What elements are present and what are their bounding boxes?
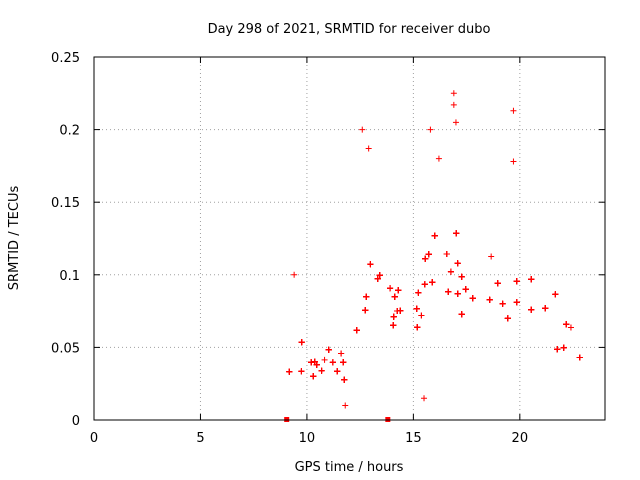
data-point xyxy=(374,275,381,282)
data-point xyxy=(552,291,559,298)
data-point xyxy=(458,273,465,280)
data-point xyxy=(338,350,345,357)
data-point xyxy=(376,272,383,279)
y-tick-labels: 0 0.05 0.1 0.15 0.2 0.25 xyxy=(51,51,80,429)
data-point xyxy=(362,307,369,314)
data-point xyxy=(447,268,454,275)
outlier-point xyxy=(421,395,428,402)
data-point xyxy=(340,359,347,366)
data-point xyxy=(494,280,501,287)
data-point xyxy=(363,293,370,300)
data-point xyxy=(390,313,397,320)
data-point xyxy=(488,253,495,260)
data-point xyxy=(286,368,293,375)
data-point xyxy=(395,287,402,294)
data-point xyxy=(421,281,428,288)
data-point xyxy=(554,346,561,353)
outlier-point xyxy=(450,101,457,108)
data-point xyxy=(341,376,348,383)
data-point xyxy=(367,261,374,268)
data-point xyxy=(425,251,432,258)
chart-title: Day 298 of 2021, SRMTID for receiver dub… xyxy=(208,22,491,37)
outlier-point xyxy=(365,145,372,152)
y-tick-label: 0 xyxy=(72,414,80,429)
data-point xyxy=(504,315,511,322)
y-tick-label: 0.2 xyxy=(59,124,80,139)
data-point xyxy=(486,296,493,303)
data-point xyxy=(321,356,328,363)
grid-lines xyxy=(94,57,605,420)
outlier-point xyxy=(342,402,349,409)
y-tick-label: 0.05 xyxy=(51,341,80,356)
plot-frame xyxy=(93,56,606,421)
x-tick-label: 0 xyxy=(90,431,98,446)
y-tick-label: 0.1 xyxy=(59,269,80,284)
data-point xyxy=(329,359,336,366)
data-point xyxy=(453,230,460,237)
data-point xyxy=(567,324,574,331)
data-point xyxy=(413,305,420,312)
data-point xyxy=(431,232,438,239)
data-point xyxy=(429,279,436,286)
data-point xyxy=(458,311,465,318)
data-point xyxy=(560,344,567,351)
data-point xyxy=(397,307,404,314)
data-point xyxy=(462,286,469,293)
data-point xyxy=(469,295,476,302)
outlier-point xyxy=(450,90,457,97)
data-point xyxy=(318,367,325,374)
data-point xyxy=(415,289,422,296)
data-point xyxy=(390,322,397,329)
x-axis-label: GPS time / hours xyxy=(295,460,404,475)
data-point xyxy=(310,373,317,380)
x-tick-label: 5 xyxy=(196,431,204,446)
y-tick-label: 0.25 xyxy=(51,51,80,66)
x-tick-label: 10 xyxy=(299,431,316,446)
outlier-point xyxy=(435,155,442,162)
data-point xyxy=(454,290,461,297)
data-point xyxy=(298,368,305,375)
data-point xyxy=(454,260,461,267)
y-axis-label: SRMTID / TECUs xyxy=(7,186,22,291)
data-points xyxy=(286,90,583,409)
outlier-point xyxy=(291,271,298,278)
data-point xyxy=(387,285,394,292)
data-point xyxy=(311,358,318,365)
outlier-point xyxy=(427,126,434,133)
outlier-point xyxy=(510,107,517,114)
data-point xyxy=(308,359,315,366)
data-point xyxy=(576,354,583,361)
outlier-point xyxy=(359,126,366,133)
axis-ticks xyxy=(93,56,605,421)
data-point xyxy=(422,255,429,262)
data-point xyxy=(513,299,520,306)
data-point xyxy=(414,324,421,331)
data-point xyxy=(563,321,570,328)
outlier-point xyxy=(510,158,517,165)
outlier-point xyxy=(452,119,459,126)
data-point xyxy=(528,306,535,313)
data-point xyxy=(445,288,452,295)
data-point xyxy=(542,305,549,312)
y-tick-label: 0.15 xyxy=(51,196,80,211)
data-point xyxy=(325,346,332,353)
data-point xyxy=(298,339,305,346)
data-point xyxy=(418,312,425,319)
x-tick-labels: 0 5 10 15 20 xyxy=(90,431,528,446)
data-point xyxy=(499,300,506,307)
data-point xyxy=(528,276,535,283)
data-point xyxy=(334,368,341,375)
data-point xyxy=(443,250,450,257)
data-point xyxy=(391,293,398,300)
x-tick-label: 20 xyxy=(512,431,529,446)
x-tick-label: 15 xyxy=(405,431,422,446)
data-point xyxy=(353,327,360,334)
data-point xyxy=(513,278,520,285)
